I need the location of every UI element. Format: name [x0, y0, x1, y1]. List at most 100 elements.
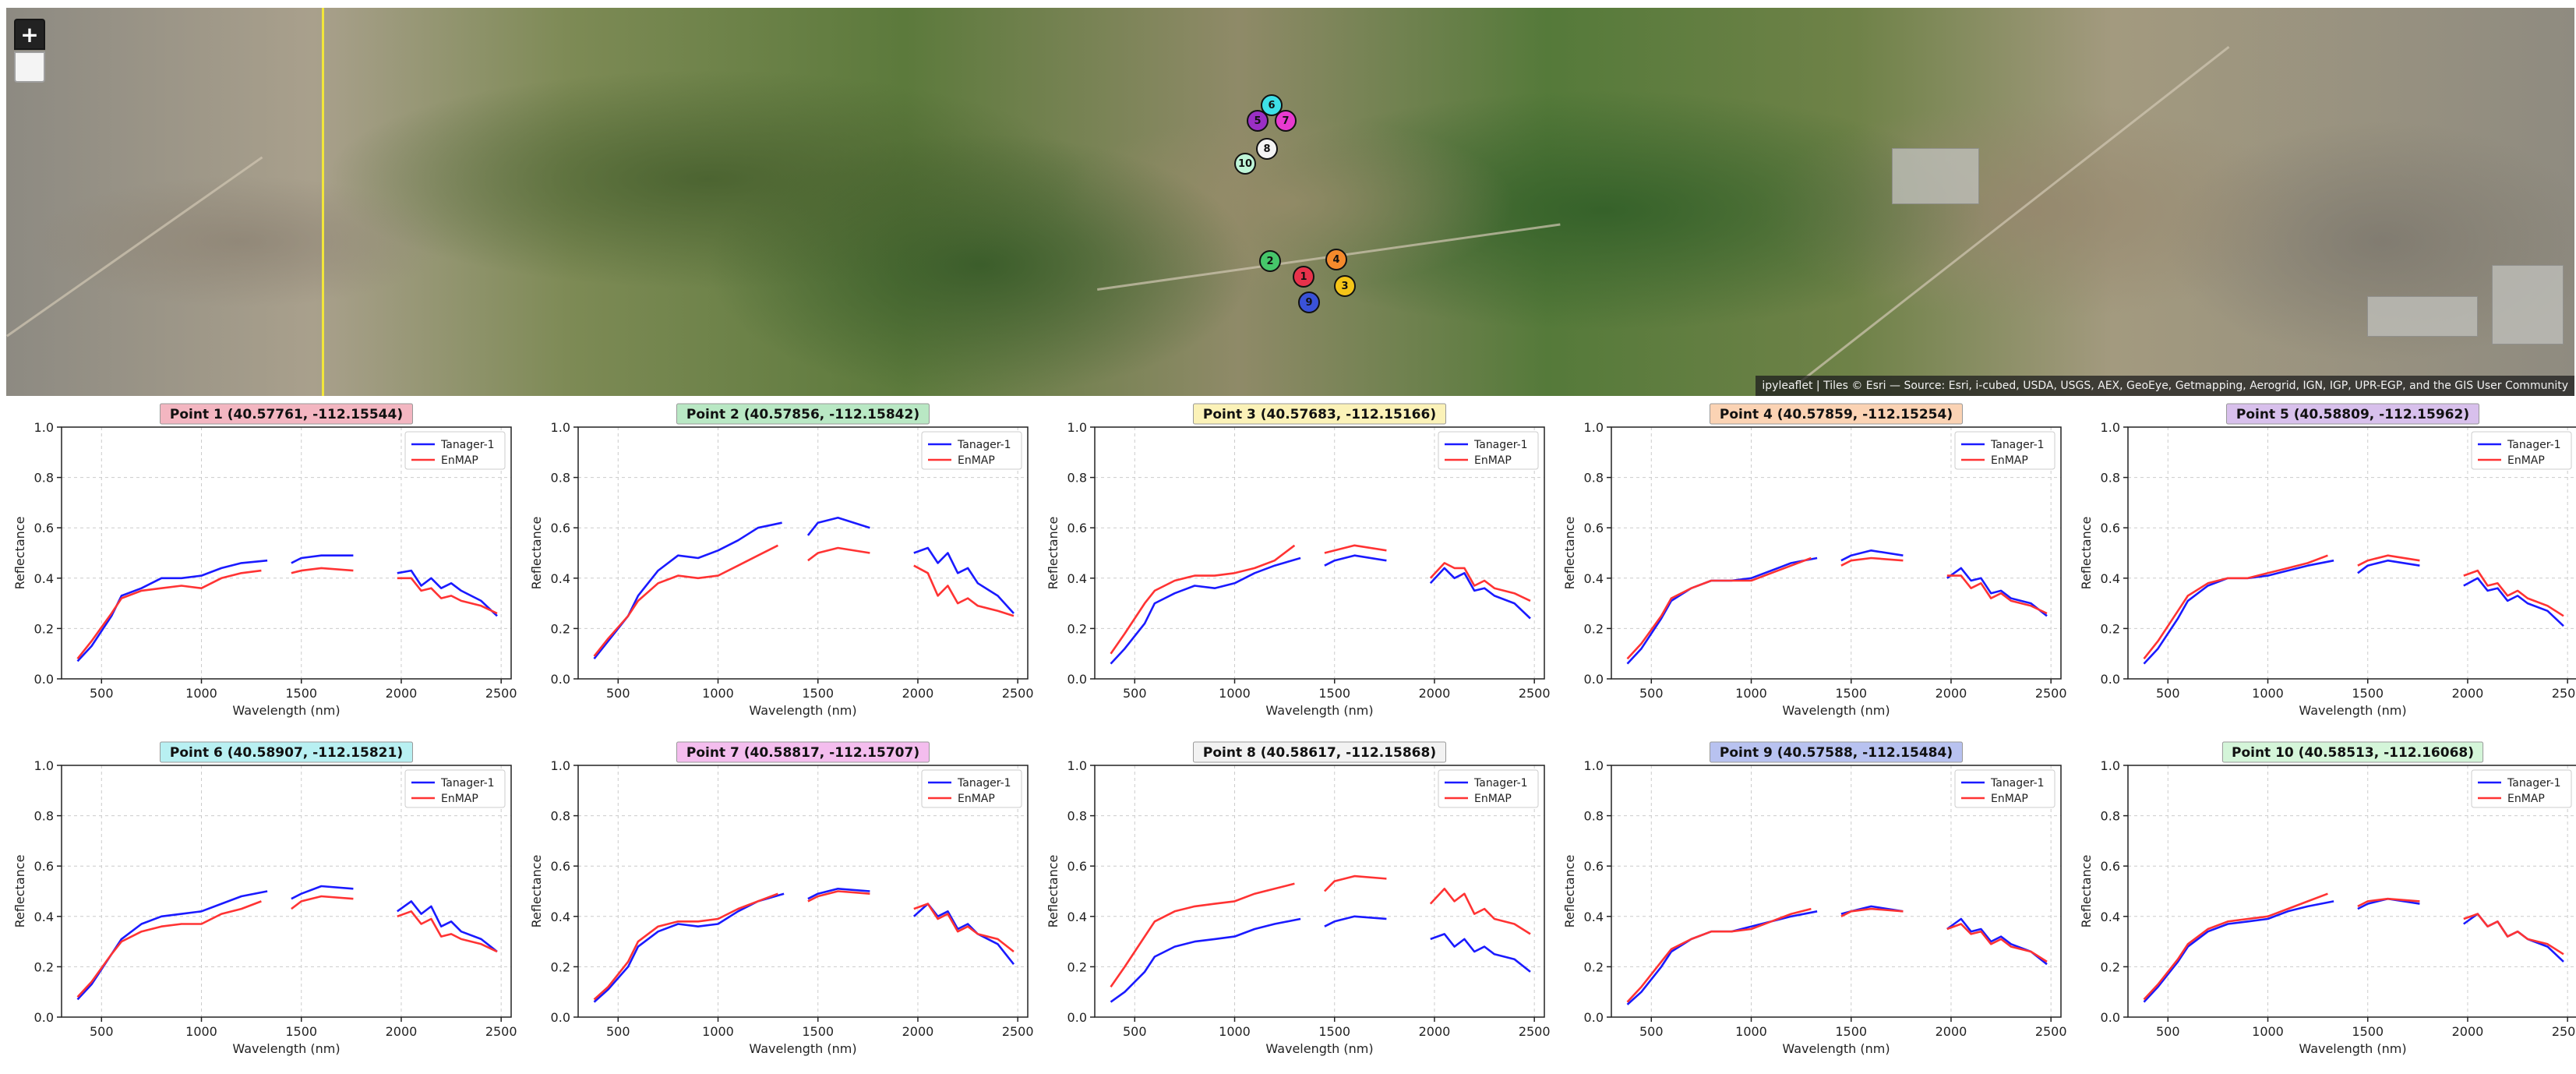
y-tick-label: 0.2	[34, 959, 54, 974]
x-tick-label: 1500	[802, 1024, 834, 1039]
y-tick-label: 0.0	[1067, 672, 1087, 687]
series-line-enmap	[291, 567, 354, 574]
y-tick-label: 0.4	[2101, 571, 2120, 586]
map-marker-9[interactable]: 9	[1298, 291, 1320, 313]
legend-label: EnMAP	[2507, 793, 2545, 805]
y-tick-label: 0.8	[2101, 471, 2120, 486]
x-tick-label: 500	[90, 1024, 114, 1039]
legend-label: EnMAP	[2507, 454, 2545, 467]
series-line-tanager-1	[291, 885, 354, 900]
y-tick-label: 0.0	[34, 1010, 54, 1025]
series-line-enmap	[397, 910, 498, 953]
y-tick-label: 1.0	[2101, 420, 2120, 435]
legend-label: Tanager-1	[1473, 439, 1528, 451]
map-marker-8[interactable]: 8	[1256, 138, 1278, 160]
map-marker-7[interactable]: 7	[1275, 110, 1297, 132]
x-tick-label: 1000	[1219, 686, 1251, 701]
map-marker-2[interactable]: 2	[1259, 250, 1281, 272]
legend-label: Tanager-1	[1473, 777, 1528, 790]
satellite-map[interactable]: + 1 2 3 4 5 6 7 8 9 10 ipyleaflet | Tiles © Esri …	[6, 8, 2574, 396]
y-tick-label: 0.6	[1067, 521, 1087, 535]
series-line-enmap	[2463, 913, 2564, 956]
zoom-out-button[interactable]	[14, 51, 45, 83]
map-marker-5[interactable]: 5	[1247, 110, 1269, 132]
chart-title: Point 8 (40.58617, -112.15868)	[1203, 745, 1436, 761]
series-line-tanager-1	[913, 546, 1015, 614]
plot-frame	[1094, 765, 1545, 1018]
x-tick-label: 1500	[802, 686, 834, 701]
series-line-enmap	[2357, 554, 2420, 567]
x-tick-label: 1500	[2352, 1024, 2384, 1039]
zoom-in-button[interactable]: +	[14, 19, 45, 50]
x-tick-label: 500	[2156, 686, 2180, 701]
y-tick-label: 0.8	[1584, 809, 1604, 824]
x-tick-label: 1000	[1219, 1024, 1251, 1039]
y-tick-label: 1.0	[1584, 420, 1604, 435]
chart-title-box	[2226, 403, 2479, 425]
x-tick-label: 2500	[1002, 686, 1034, 701]
series-line-tanager-1	[76, 559, 268, 662]
y-tick-label: 0.2	[551, 959, 570, 974]
x-axis-label: Wavelength (nm)	[1265, 703, 1373, 718]
y-tick-label: 0.0	[1584, 672, 1604, 687]
series-line-enmap	[593, 544, 778, 657]
y-tick-label: 1.0	[2101, 758, 2120, 773]
y-tick-label: 0.8	[34, 471, 54, 486]
y-tick-label: 0.4	[551, 571, 570, 586]
series-line-enmap	[1110, 544, 1296, 655]
y-tick-label: 0.6	[2101, 859, 2120, 874]
series-line-enmap	[2463, 569, 2564, 617]
x-tick-label: 1000	[1735, 1024, 1767, 1039]
legend-label: Tanager-1	[957, 439, 1011, 451]
y-tick-label: 0.2	[1067, 621, 1087, 636]
x-tick-label: 500	[1123, 1024, 1147, 1039]
chart-point-2: 500 1000 1500 2000 2500 0.0 0.2 0.4 0.6 0.8 1.0 Wav…	[529, 403, 1034, 718]
x-tick-label: 500	[90, 686, 114, 701]
map-marker-1[interactable]: 1	[1293, 266, 1314, 288]
series-line-enmap	[1626, 907, 1812, 1003]
y-tick-label: 0.6	[1067, 859, 1087, 874]
y-tick-label: 0.6	[34, 859, 54, 874]
y-tick-label: 0.4	[2101, 910, 2120, 924]
y-tick-label: 0.8	[1067, 809, 1087, 824]
x-tick-label: 2000	[1419, 1024, 1451, 1039]
legend-label: Tanager-1	[2507, 439, 2561, 451]
chart-point-7: 500 1000 1500 2000 2500 0.0 0.2 0.4 0.6 0.8 1.0 Wav…	[529, 741, 1034, 1056]
series-line-tanager-1	[1429, 567, 1531, 620]
series-line-enmap	[1324, 544, 1387, 554]
series-line-enmap	[1626, 556, 1812, 660]
x-axis-label: Wavelength (nm)	[749, 1041, 856, 1056]
y-tick-label: 0.4	[1067, 910, 1087, 924]
y-tick-label: 1.0	[1067, 420, 1087, 435]
series-line-tanager-1	[291, 554, 354, 564]
x-tick-label: 1500	[1318, 686, 1350, 701]
plot-frame	[1611, 426, 2062, 680]
x-axis-label: Wavelength (nm)	[232, 1041, 340, 1056]
series-line-enmap	[2143, 554, 2328, 660]
map-marker-4[interactable]: 4	[1325, 249, 1347, 270]
x-tick-label: 1500	[285, 1024, 317, 1039]
chart-point-8: 500 1000 1500 2000 2500 0.0 0.2 0.4 0.6 0.8 1.0 Wav…	[1046, 741, 1551, 1056]
series-line-enmap	[807, 546, 870, 562]
chart-point-9: 500 1000 1500 2000 2500 0.0 0.2 0.4 0.6 0.8 1.0 Wav…	[1562, 741, 2067, 1056]
series-line-enmap	[913, 564, 1015, 617]
chart-title: Point 2 (40.57856, -112.15842)	[686, 407, 919, 422]
series-line-tanager-1	[593, 892, 785, 1003]
x-tick-label: 2500	[2552, 686, 2576, 701]
y-tick-label: 0.6	[2101, 521, 2120, 535]
chart-title: Point 5 (40.58809, -112.15962)	[2236, 407, 2469, 422]
y-axis-label: Reflectance	[12, 855, 27, 928]
legend-label: EnMAP	[1991, 793, 2028, 805]
x-tick-label: 1000	[2252, 1024, 2284, 1039]
map-marker-10[interactable]: 10	[1234, 153, 1256, 175]
x-axis-label: Wavelength (nm)	[1782, 1041, 1890, 1056]
series-line-enmap	[2143, 892, 2328, 1001]
x-tick-label: 1000	[702, 686, 734, 701]
x-tick-label: 2500	[1002, 1024, 1034, 1039]
map-marker-3[interactable]: 3	[1334, 275, 1356, 297]
y-tick-label: 0.4	[1584, 910, 1604, 924]
series-line-tanager-1	[2143, 900, 2334, 1003]
series-line-enmap	[76, 900, 262, 998]
x-tick-label: 2500	[2035, 686, 2067, 701]
x-tick-label: 1500	[285, 686, 317, 701]
